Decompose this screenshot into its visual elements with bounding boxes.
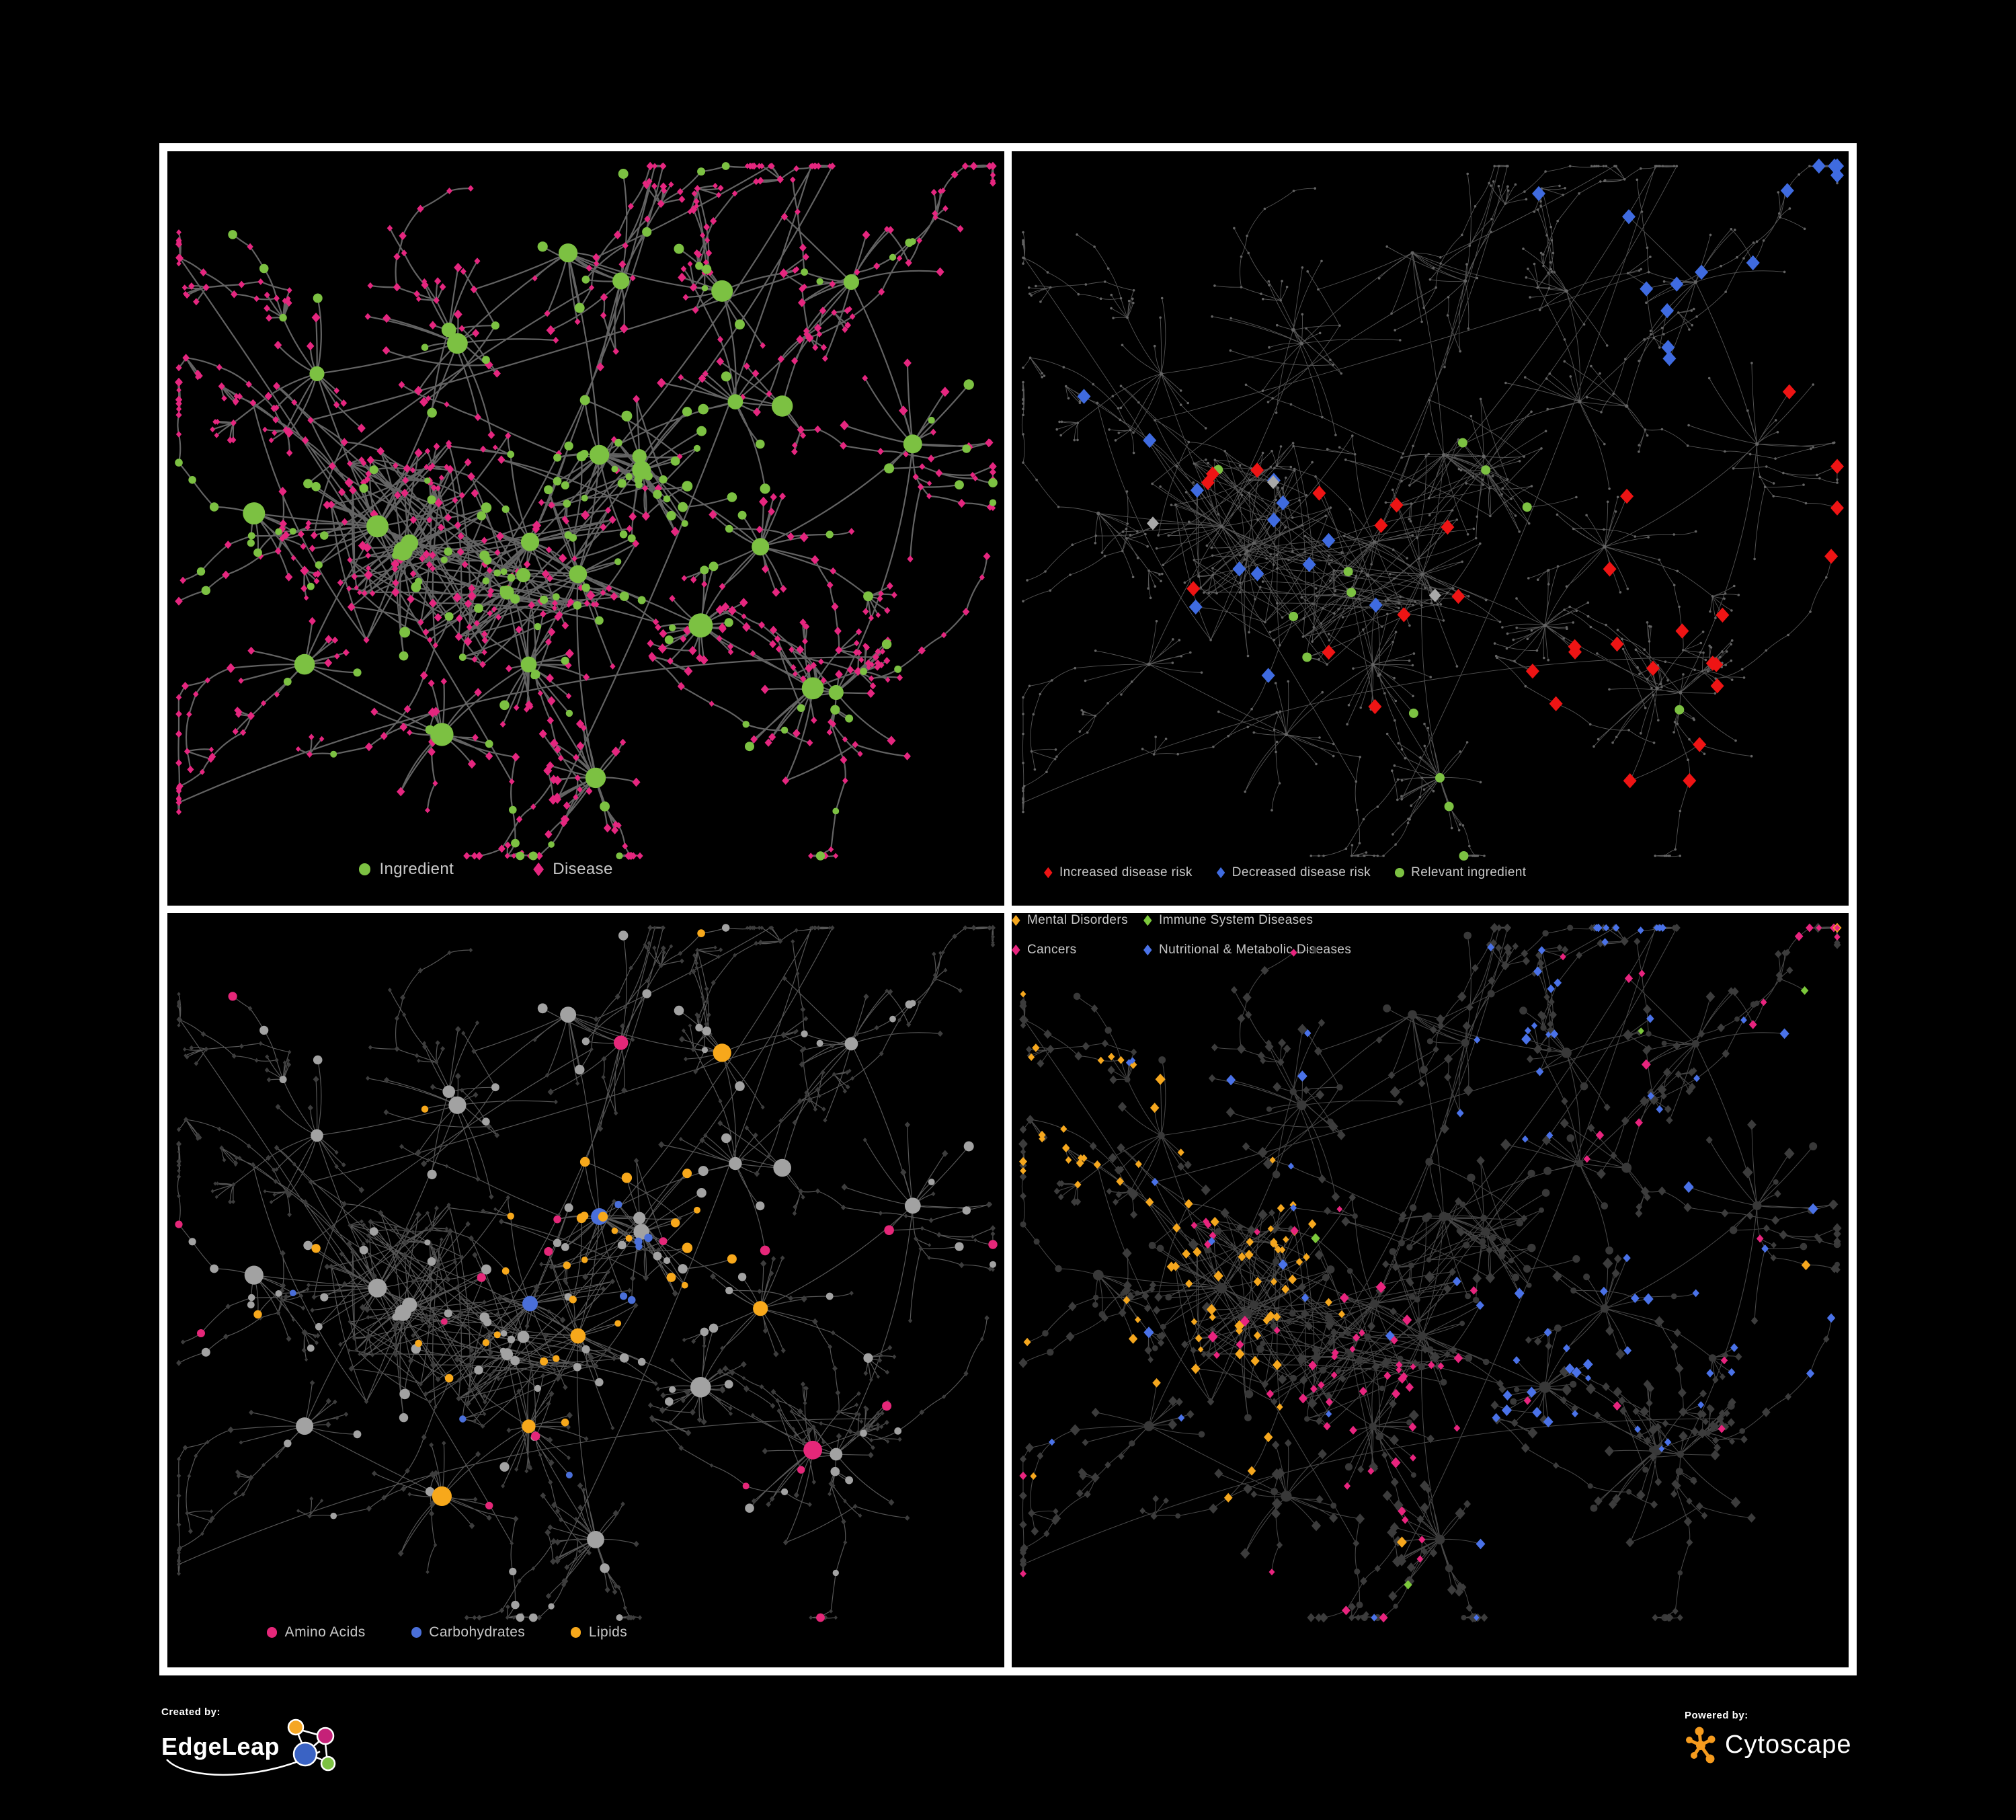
legend-item-nutritional-metabolic-diseases: Nutritional & Metabolic Diseases [1143, 943, 1849, 957]
created-by-block: Created by: EdgeLeap [161, 1706, 363, 1794]
edgeleap-wordmark: EdgeLeap [161, 1733, 280, 1760]
legend-item-decreased-disease-risk: Decreased disease risk [1216, 865, 1371, 880]
powered-by-block: Powered by: Cytoscape [1685, 1710, 1900, 1784]
disease-class-network-graph [1018, 922, 1842, 1623]
legend-label: Disease [553, 860, 613, 878]
legend-label: Cancers [1026, 943, 1077, 957]
legend-item-cancers: Cancers [1012, 943, 1143, 957]
legend-label: Mental Disorders [1026, 913, 1128, 927]
diamond-legend-marker [1143, 944, 1152, 956]
panel-grid: Ingredient Disease Increased disease risk… [159, 143, 1857, 1675]
legend-label: Increased disease risk [1059, 865, 1193, 879]
powered-by-label: Powered by: [1685, 1710, 1748, 1721]
disease-risk-network-graph [1021, 158, 1844, 861]
legend-item-lipids: Lipids [571, 1624, 627, 1640]
legend-nutrient-classes: Amino Acids Carbohydrates Lipids [267, 1624, 627, 1640]
panel-disease-classes: Mental Disorders Immune System Diseases Ca… [1012, 913, 1849, 1667]
created-by-label: Created by: [161, 1706, 221, 1718]
panel-nutrient-classes: Amino Acids Carbohydrates Lipids [167, 913, 1004, 1667]
legend-label: Ingredient [379, 860, 454, 878]
legend-label: Relevant ingredient [1411, 865, 1527, 879]
legend-item-amino-acids: Amino Acids [267, 1624, 366, 1640]
legend-item-mental-disorders: Mental Disorders [1012, 913, 1143, 928]
diamond-legend-marker [1216, 867, 1225, 879]
legend-label: Decreased disease risk [1232, 865, 1371, 879]
legend-label: Amino Acids [284, 1624, 366, 1640]
edgeleap-logo-icon [166, 1718, 336, 1776]
circle-legend-marker [267, 1627, 278, 1638]
diamond-legend-marker [1012, 914, 1020, 926]
nutrient-class-network-graph [175, 924, 998, 1622]
legend-item-relevant-ingredient: Relevant ingredient [1395, 865, 1526, 880]
circle-legend-marker [359, 863, 371, 875]
legend-label: Immune System Diseases [1158, 913, 1314, 927]
circle-legend-marker [411, 1627, 421, 1638]
legend-ingredient-disease: Ingredient Disease [359, 860, 613, 879]
legend-item-ingredient: Ingredient [359, 860, 454, 879]
panel-disease-risk: Increased disease risk Decreased disease … [1012, 151, 1849, 906]
legend-item-immune-system-diseases: Immune System Diseases [1143, 913, 1849, 928]
diamond-legend-marker [1044, 867, 1053, 879]
circle-legend-marker [1395, 868, 1404, 877]
legend-label: Nutritional & Metabolic Diseases [1158, 943, 1352, 957]
diamond-legend-marker [1143, 914, 1152, 926]
circle-legend-marker [571, 1627, 581, 1638]
legend-disease-classes: Mental Disorders Immune System Diseases Ca… [1012, 913, 1849, 957]
cytoscape-logo-icon [1686, 1727, 1716, 1764]
legend-item-carbohydrates: Carbohydrates [411, 1624, 526, 1640]
legend-item-disease: Disease [533, 860, 613, 879]
ingredient-disease-network-graph [175, 161, 998, 861]
panel-ingredient-disease: Ingredient Disease [167, 151, 1004, 906]
legend-item-increased-disease-risk: Increased disease risk [1044, 865, 1193, 880]
legend-label: Carbohydrates [429, 1624, 526, 1640]
diamond-legend-marker [1012, 944, 1020, 956]
cytoscape-wordmark: Cytoscape [1725, 1730, 1852, 1759]
legend-disease-risk: Increased disease risk Decreased disease … [1044, 865, 1527, 880]
legend-label: Lipids [588, 1624, 628, 1640]
diamond-legend-marker [533, 862, 545, 877]
